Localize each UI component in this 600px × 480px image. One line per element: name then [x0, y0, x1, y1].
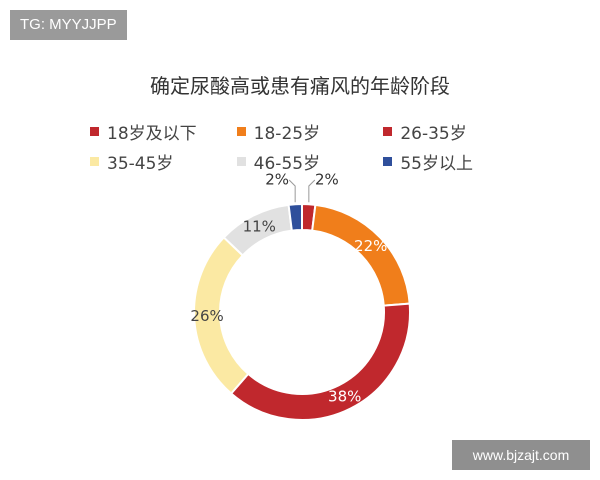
leader-line-5	[288, 179, 296, 203]
legend-swatch-0	[90, 126, 99, 136]
legend-item-5: 55岁以上	[383, 149, 530, 174]
slice-label-2: 38%	[328, 387, 361, 405]
legend-swatch-4	[236, 156, 246, 166]
legend-swatch-3	[90, 156, 99, 166]
legend-item-4: 46-55岁	[236, 149, 384, 174]
legend-row: 18岁及以下 18-25岁 26-35岁	[90, 116, 530, 146]
slice-label-0: 2%	[315, 171, 339, 189]
legend-item-2: 26-35岁	[383, 119, 530, 144]
legend-row: 35-45岁 46-55岁 55岁以上	[90, 146, 530, 176]
slice-label-1: 22%	[354, 237, 387, 255]
legend-label-0: 18岁及以下	[107, 123, 197, 144]
legend-swatch-2	[383, 126, 393, 136]
slice-label-4: 11%	[243, 218, 276, 236]
legend-item-0: 18岁及以下	[90, 119, 237, 144]
chart-legend: 18岁及以下 18-25岁 26-35岁 35-45岁 46-55岁 55岁以上	[90, 116, 530, 176]
site-url-label: www.bjzajt.com	[452, 440, 590, 470]
slice-label-5: 2%	[265, 171, 289, 189]
watermark-tag: TG: MYYJJPP	[10, 10, 127, 40]
donut-slice-2	[229, 302, 411, 421]
chart-title: 确定尿酸高或患有痛风的年龄阶段	[150, 74, 450, 98]
donut-slice-5	[287, 202, 303, 232]
legend-item-3: 35-45岁	[90, 149, 237, 174]
legend-item-1: 18-25岁	[236, 119, 384, 144]
legend-label-3: 35-45岁	[107, 153, 174, 174]
legend-label-2: 26-35岁	[400, 123, 467, 144]
leader-line-0	[308, 179, 316, 203]
legend-label-5: 55岁以上	[400, 153, 473, 174]
donut-slice-1	[311, 203, 411, 307]
legend-swatch-1	[236, 126, 246, 136]
legend-label-1: 18-25岁	[253, 123, 321, 144]
legend-label-4: 46-55岁	[253, 153, 321, 174]
slice-label-3: 26%	[190, 307, 223, 325]
legend-swatch-5	[383, 156, 393, 166]
